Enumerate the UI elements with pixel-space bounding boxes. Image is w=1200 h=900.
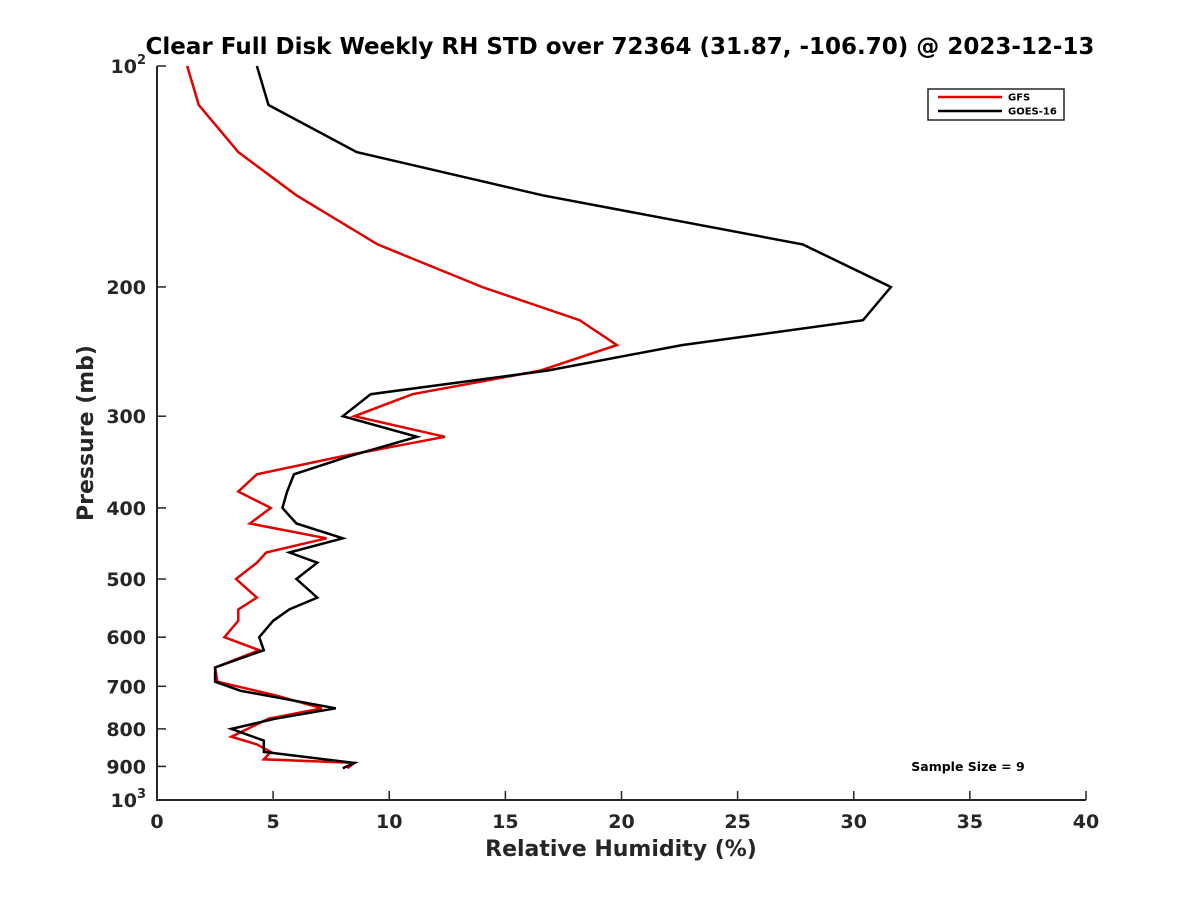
y-tick-label: 800 [106, 719, 146, 741]
y-tick-base: 600 [106, 627, 146, 649]
x-tick-label: 20 [608, 811, 634, 833]
y-tick-base: 900 [106, 756, 146, 778]
x-tick-label: 15 [492, 811, 518, 833]
y-tick-exponent: 3 [137, 787, 146, 802]
x-tick-label: 40 [1073, 811, 1099, 833]
y-tick-label: 900 [106, 756, 146, 778]
y-tick-base: 800 [106, 719, 146, 741]
y-tick-label: 600 [106, 627, 146, 649]
series-line-goes-16 [213, 65, 893, 770]
y-tick-label: 103 [111, 787, 147, 812]
y-tick-label: 200 [106, 277, 146, 299]
y-tick-base: 700 [106, 676, 146, 698]
x-tick-label: 10 [376, 811, 402, 833]
x-tick-label: 25 [724, 811, 750, 833]
y-axis-label: Pressure (mb) [74, 345, 99, 521]
y-tick-label: 300 [106, 406, 146, 428]
y-tick-base: 300 [106, 406, 146, 428]
x-tick-label: 30 [841, 811, 867, 833]
x-tick-label: 35 [957, 811, 983, 833]
y-tick-base: 10 [111, 790, 137, 812]
y-tick-label: 500 [106, 569, 146, 591]
x-tick-label: 5 [267, 811, 280, 833]
y-tick-base: 10 [111, 56, 137, 78]
legend: GFS GOES-16 [927, 88, 1065, 121]
y-tick-label: 400 [106, 498, 146, 520]
sample-size-annotation: Sample Size = 9 [911, 759, 1024, 774]
x-ticks: 0 5 10 15 20 25 30 35 40 [150, 791, 1099, 833]
series-line-gfs [186, 65, 620, 770]
x-tick-label: 0 [150, 811, 163, 833]
legend-box [927, 88, 1065, 121]
y-tick-exponent: 2 [137, 53, 146, 68]
legend-label: GOES-16 [1008, 107, 1057, 118]
y-tick-base: 200 [106, 277, 146, 299]
x-axis-label: Relative Humidity (%) [485, 837, 757, 862]
chart-title: Clear Full Disk Weekly RH STD over 72364… [146, 34, 1095, 60]
legend-label: GFS [1008, 93, 1030, 104]
y-tick-label: 700 [106, 676, 146, 698]
y-tick-base: 400 [106, 498, 146, 520]
y-tick-base: 500 [106, 569, 146, 591]
plot-area [156, 66, 1086, 801]
y-tick-label: 102 [111, 53, 147, 78]
series-lines [186, 65, 893, 770]
